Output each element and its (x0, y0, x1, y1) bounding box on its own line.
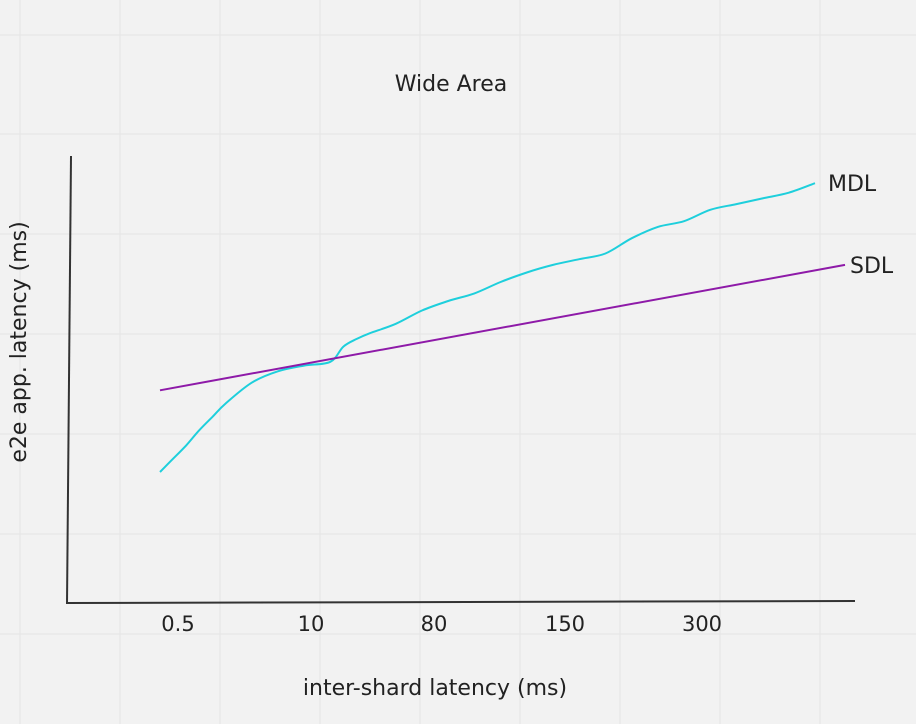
series-group (159, 182, 846, 473)
x-tick-label: 300 (682, 612, 722, 636)
series-labels: MDL SDL (828, 172, 894, 279)
chart-title: Wide Area (395, 72, 508, 97)
x-tick-labels: 0.5 10 80 150 300 (161, 612, 722, 636)
y-axis-label: e2e app. latency (ms) (7, 221, 32, 462)
x-tick-label: 0.5 (161, 612, 194, 636)
series-label-sdl: SDL (850, 254, 894, 279)
x-axis-line (66, 600, 856, 604)
x-axis-label: inter-shard latency (ms) (303, 676, 567, 701)
series-line-sdl (159, 263, 846, 392)
x-tick-label: 150 (545, 612, 585, 636)
x-tick-label: 80 (421, 612, 448, 636)
axes (66, 155, 856, 605)
series-line-mdl (159, 182, 816, 473)
y-axis-line (66, 155, 72, 605)
x-tick-label: 10 (298, 612, 325, 636)
series-label-mdl: MDL (828, 172, 877, 197)
